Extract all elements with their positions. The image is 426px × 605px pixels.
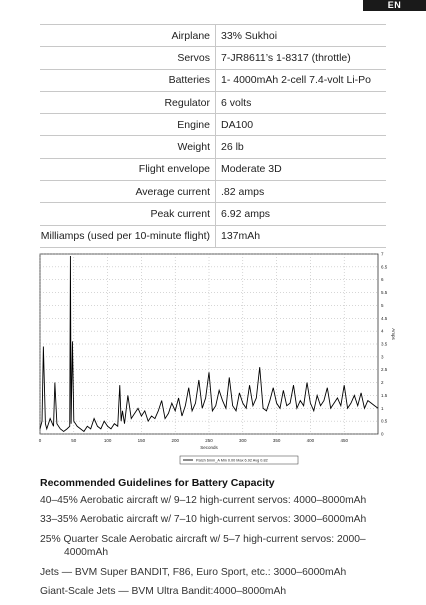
x-axis-title: Seconds bbox=[200, 445, 218, 450]
spec-value: 6 volts bbox=[215, 91, 386, 115]
spec-label: Average current bbox=[40, 180, 216, 204]
current-series-line bbox=[39, 256, 379, 433]
spec-label: Engine bbox=[40, 113, 216, 137]
spec-value: DA100 bbox=[215, 113, 386, 137]
x-tick-label: 100 bbox=[104, 438, 112, 443]
spec-row: Weight 26 lb bbox=[40, 135, 386, 159]
legend-entry: Patch 6mm_A Min 0.00 Max 6.92 Avg 0.82 bbox=[196, 459, 268, 463]
y-tick-label: 3 bbox=[381, 354, 384, 359]
spec-value: .82 amps bbox=[215, 180, 386, 204]
spec-value: 33% Sukhoi bbox=[215, 23, 386, 48]
y-tick-label: 4 bbox=[381, 329, 384, 334]
flight-spec-table: Airplane 33% Sukhoi Servos 7-JR8611’s 1-831… bbox=[40, 23, 386, 248]
guideline-text: 40–45% Aerobatic aircraft w/ 9–12 high-c… bbox=[40, 494, 367, 506]
chart-svg: 0 50 100 150 200 250 300 350 400 450 0 0.5 1 1.5 2 2.5 3… bbox=[39, 252, 396, 465]
y-tick-label: 1.5 bbox=[381, 393, 388, 398]
spec-value: 137mAh bbox=[215, 225, 386, 248]
spec-value: 6.92 amps bbox=[215, 202, 386, 226]
guideline-line: Giant-Scale Jets — BVM Ultra Bandit:4000… bbox=[40, 585, 410, 599]
spec-row: Average current .82 amps bbox=[40, 180, 386, 204]
spec-row: Flight envelope Moderate 3D bbox=[40, 158, 386, 182]
guideline-text: Jets — BVM Super BANDIT, F86, Euro Sport… bbox=[40, 566, 347, 578]
x-tick-label: 200 bbox=[171, 438, 179, 443]
y-tick-label: 0 bbox=[381, 432, 384, 437]
x-tick-label: 350 bbox=[273, 438, 281, 443]
spec-row: Regulator 6 volts bbox=[40, 91, 386, 115]
spec-label: Milliamps (used per 10-minute flight) bbox=[40, 225, 216, 248]
spec-label: Weight bbox=[40, 135, 216, 159]
y-tick-label: 4.5 bbox=[381, 316, 388, 321]
legend-box bbox=[179, 455, 299, 465]
guideline-text: 25% Quarter Scale Aerobatic aircraft w/ … bbox=[40, 533, 366, 545]
spec-label: Flight envelope bbox=[40, 158, 216, 182]
y-tick-label: 6 bbox=[381, 277, 384, 282]
spec-label: Batteries bbox=[40, 69, 216, 92]
guideline-line: 33–35% Aerobatic aircraft w/ 7–10 high-c… bbox=[40, 513, 410, 527]
y-axis-title: Amps bbox=[391, 328, 396, 340]
current-draw-chart: 0 50 100 150 200 250 300 350 400 450 0 0.5 1 1.5 2 2.5 3… bbox=[0, 244, 426, 470]
y-tick-label: 2.5 bbox=[381, 367, 388, 372]
spec-value: 1- 4000mAh 2-cell 7.4-volt Li-Po bbox=[215, 69, 386, 92]
y-tick-label: 3.5 bbox=[381, 342, 388, 347]
guideline-text: 33–35% Aerobatic aircraft w/ 7–10 high-c… bbox=[40, 514, 367, 525]
spec-value: 7-JR8611’s 1-8317 (throttle) bbox=[215, 46, 386, 70]
y-tick-label: 2 bbox=[381, 380, 384, 385]
x-tick-label: 250 bbox=[205, 438, 213, 443]
spec-row: Engine DA100 bbox=[40, 113, 386, 137]
x-tick-label: 0 bbox=[39, 438, 42, 443]
guideline-text-continued: 4000mAh bbox=[64, 547, 109, 558]
x-tick-label: 150 bbox=[138, 438, 146, 443]
spec-label: Peak current bbox=[40, 202, 216, 226]
x-tick-label: 300 bbox=[239, 438, 247, 443]
spec-row: Airplane 33% Sukhoi bbox=[40, 23, 386, 48]
language-tab[interactable]: EN bbox=[363, 0, 426, 11]
y-tick-label: 5 bbox=[381, 303, 384, 308]
x-tick-label: 50 bbox=[71, 438, 77, 443]
guidelines-title: Recommended Guidelines for Battery Capac… bbox=[40, 477, 275, 489]
y-tick-label: 1 bbox=[381, 406, 384, 411]
y-tick-label: 5.5 bbox=[381, 290, 388, 295]
guideline-line: Jets — BVM Super BANDIT, F86, Euro Sport… bbox=[40, 566, 410, 580]
x-tick-label: 450 bbox=[340, 438, 348, 443]
guideline-line: 40–45% Aerobatic aircraft w/ 9–12 high-c… bbox=[40, 494, 410, 508]
spec-label: Regulator bbox=[40, 91, 216, 115]
y-tick-label: 6.5 bbox=[381, 264, 388, 269]
guideline-line: 25% Quarter Scale Aerobatic aircraft w/ … bbox=[40, 533, 410, 560]
battery-guidelines: Recommended Guidelines for Battery Capac… bbox=[40, 477, 410, 605]
y-tick-label: 0.5 bbox=[381, 419, 388, 424]
spec-label: Airplane bbox=[40, 23, 216, 48]
spec-row: Peak current 6.92 amps bbox=[40, 202, 386, 226]
guideline-text: Giant-Scale Jets — BVM Ultra Bandit:4000… bbox=[40, 586, 287, 597]
spec-row: Batteries 1- 4000mAh 2-cell 7.4-volt Li-P… bbox=[40, 69, 386, 92]
spec-value: 26 lb bbox=[215, 135, 386, 159]
x-tick-label: 400 bbox=[307, 438, 315, 443]
spec-row: Milliamps (used per 10-minute flight) 137… bbox=[40, 225, 386, 248]
y-tick-label: 7 bbox=[381, 252, 384, 257]
spec-row: Servos 7-JR8611’s 1-8317 (throttle) bbox=[40, 46, 386, 70]
spec-label: Servos bbox=[40, 46, 216, 70]
spec-value: Moderate 3D bbox=[215, 158, 386, 182]
